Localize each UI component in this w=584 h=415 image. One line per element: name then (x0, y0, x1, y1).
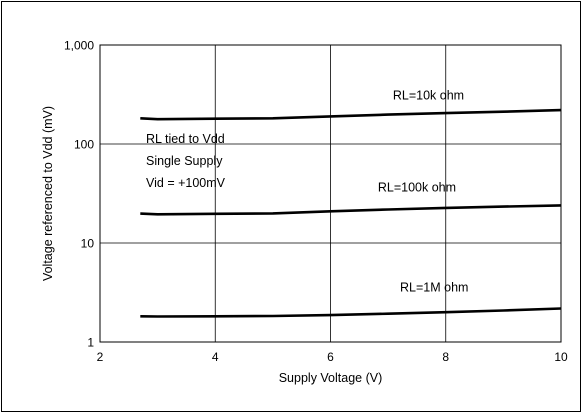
condition-line: Vid = +100mV (146, 176, 226, 190)
series-label: RL=100k ohm (378, 181, 456, 195)
series-label: RL=1M ohm (400, 280, 468, 294)
x-tick-label: 4 (212, 350, 219, 364)
y-tick-label: 10 (81, 237, 95, 251)
x-tick-label: 10 (554, 350, 568, 364)
x-tick-label: 6 (327, 350, 334, 364)
y-axis-label: Voltage referenced to Vdd (mV) (41, 106, 55, 281)
conditions-annotation: RL tied to Vdd Single Supply Vid = +100m… (146, 132, 226, 190)
x-tick-label: 8 (442, 350, 449, 364)
series-label: RL=10k ohm (393, 88, 464, 102)
series-line (140, 204, 562, 216)
x-tick-label: 2 (97, 350, 104, 364)
series-line (140, 307, 562, 318)
plot-area (99, 44, 562, 343)
y-tick-label: 1,000 (64, 39, 94, 53)
y-tick-label: 100 (74, 138, 94, 152)
axis-ticks: 2 4 6 8 10 1 10 100 1,000 (64, 39, 568, 365)
condition-line: Single Supply (146, 154, 223, 168)
series-labels: RL=10k ohm RL=100k ohm RL=1M ohm (378, 88, 469, 294)
series-lines (140, 108, 562, 318)
x-axis-label: Supply Voltage (V) (279, 371, 383, 385)
grid (100, 45, 561, 342)
condition-line: RL tied to Vdd (146, 132, 225, 146)
y-tick-label: 1 (87, 336, 94, 350)
series-line (140, 108, 562, 121)
